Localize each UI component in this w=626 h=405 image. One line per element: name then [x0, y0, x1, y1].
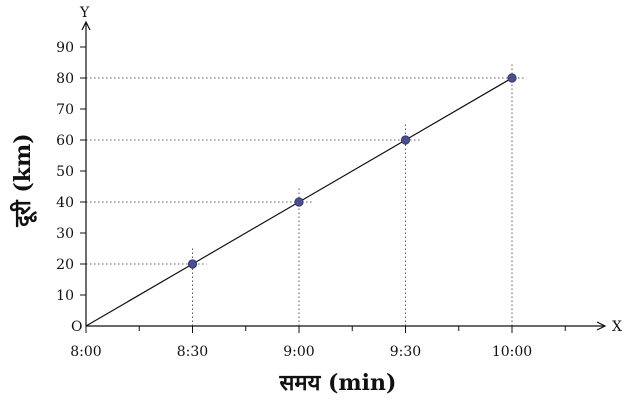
guide-lines — [86, 62, 526, 326]
axes — [81, 20, 607, 331]
x-axis-letter: X — [612, 319, 622, 335]
data-point — [187, 259, 198, 269]
y-tick-label: 60 — [56, 133, 74, 149]
x-axis-title: समय (min) — [279, 370, 397, 396]
x-axis-arrow — [596, 321, 607, 331]
data-points — [187, 73, 517, 269]
y-tick-label: 30 — [56, 226, 74, 242]
y-tick-label: 40 — [56, 195, 74, 211]
y-tick-label: 70 — [56, 102, 74, 118]
y-axis-arrow — [81, 20, 91, 31]
origin-label: O — [71, 319, 82, 335]
y-tick-label: 90 — [56, 40, 74, 56]
data-point — [507, 73, 517, 83]
y-axis-title: दूरी (km) — [9, 133, 38, 227]
x-tick-label: 9:00 — [283, 344, 314, 360]
y-tick-label: 80 — [56, 71, 74, 87]
x-tick-label: 8:00 — [70, 344, 101, 360]
x-tick-label: 9:30 — [390, 344, 421, 360]
y-tick-label: 20 — [56, 257, 74, 273]
y-tick-label: 10 — [56, 288, 74, 304]
data-point — [294, 197, 304, 207]
x-tick-label: 8:30 — [177, 344, 208, 360]
ticks: 10 20 30 40 50 60 70 80 90 8:00 8:30 9:00 9:30 10:00 — [56, 40, 566, 360]
x-tick-label: 10:00 — [492, 344, 532, 360]
data-point — [400, 135, 411, 145]
y-tick-label: 50 — [56, 164, 74, 180]
y-axis-letter: Y — [79, 5, 90, 21]
